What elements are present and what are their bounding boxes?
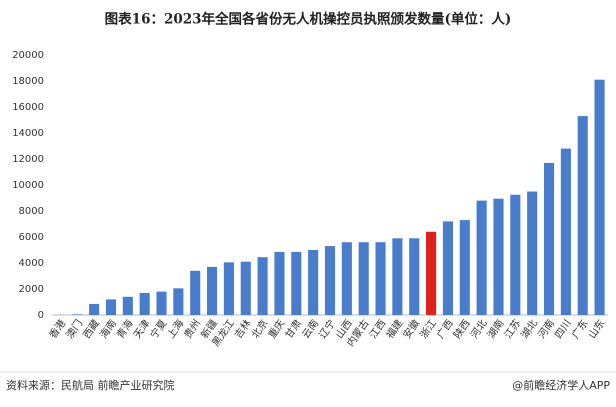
bar — [409, 238, 420, 315]
source: 资料来源：民航局 前瞻产业研究院 — [6, 378, 175, 392]
bar — [358, 242, 369, 315]
y-tick-label: 4000 — [19, 258, 44, 269]
bar — [392, 238, 403, 315]
x-tick-label: 江西 — [367, 318, 388, 341]
x-tick-label: 贵州 — [181, 317, 203, 341]
bar — [105, 299, 117, 315]
x-tick-label: 上海 — [164, 317, 186, 341]
x-tick-label: 西藏 — [81, 318, 102, 341]
x-tick-label: 澳门 — [63, 317, 85, 341]
bar — [543, 162, 555, 315]
x-tick-label: 吉林 — [232, 317, 254, 341]
bar — [510, 194, 521, 315]
bar — [493, 198, 504, 315]
x-tick-label: 广西 — [435, 318, 456, 341]
bar — [72, 314, 83, 315]
bar — [257, 257, 268, 315]
bar — [190, 270, 201, 315]
bar — [341, 242, 352, 315]
x-tick-label: 北京 — [248, 317, 270, 341]
x-tick-label: 江苏 — [501, 317, 523, 341]
x-tick-label: 安徽 — [400, 317, 422, 341]
x-tick-label: 天津 — [131, 318, 152, 341]
bar — [577, 116, 588, 315]
x-tick-label: 湖南 — [484, 317, 506, 341]
bar — [89, 303, 100, 315]
bar — [240, 261, 251, 315]
x-tick-label: 青海 — [114, 317, 136, 341]
bar — [442, 221, 453, 315]
x-tick-label: 广东 — [569, 317, 591, 341]
x-tick-label: 海南 — [97, 317, 119, 341]
bar — [207, 266, 218, 315]
x-tick-label: 陕西 — [451, 317, 473, 341]
y-tick-label: 2000 — [19, 284, 44, 295]
y-tick-label: 16000 — [12, 102, 44, 113]
bar — [476, 200, 487, 315]
bar — [156, 291, 167, 315]
credit: @前瞻经济学人APP — [512, 378, 610, 392]
bar — [324, 246, 336, 315]
bar — [139, 292, 150, 315]
x-tick-label: 重庆 — [265, 317, 287, 341]
x-tick-label: 湖北 — [519, 318, 540, 341]
bar — [223, 262, 234, 315]
x-tick-label: 辽宁 — [316, 317, 338, 341]
bar — [375, 242, 386, 315]
bar — [560, 148, 571, 315]
bar — [291, 251, 302, 315]
x-tick-label: 浙江 — [418, 318, 439, 341]
y-tick-label: 14000 — [12, 128, 44, 139]
y-tick-label: 8000 — [19, 206, 44, 217]
y-tick-label: 20000 — [12, 50, 44, 61]
bar — [122, 296, 133, 315]
y-tick-label: 12000 — [12, 154, 44, 165]
bar — [274, 251, 285, 315]
x-tick-label: 甘肃 — [282, 317, 304, 341]
y-tick-label: 10000 — [12, 180, 44, 191]
bar — [459, 220, 470, 315]
x-tick-label: 香港 — [47, 318, 68, 341]
bar — [426, 231, 437, 315]
x-tick-label: 四川 — [553, 318, 573, 341]
x-tick-label: 福建 — [383, 317, 405, 341]
y-tick-label: 18000 — [12, 76, 44, 87]
x-tick-label: 宁夏 — [147, 317, 169, 341]
y-tick-label: 6000 — [19, 232, 44, 243]
x-tick-label: 云南 — [299, 317, 321, 341]
bar — [527, 191, 538, 315]
bar — [308, 250, 319, 315]
x-tick-label: 河北 — [468, 318, 489, 341]
bar — [173, 288, 184, 315]
x-tick-label: 河南 — [535, 317, 557, 341]
y-tick-label: 0 — [38, 310, 44, 321]
bar — [594, 79, 605, 315]
x-tick-label: 山东 — [585, 317, 607, 341]
chart-title: 图表16：2023年全国各省份无人机操控员执照颁发数量(单位：人) — [105, 11, 512, 28]
